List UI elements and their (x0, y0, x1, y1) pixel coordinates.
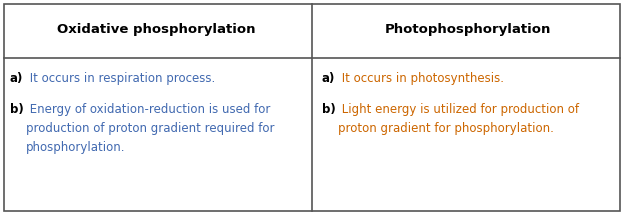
Text: a): a) (10, 72, 23, 85)
Text: b): b) (322, 103, 336, 116)
Text: b): b) (10, 103, 24, 116)
Text: Energy of oxidation-reduction is used for
production of proton gradient required: Energy of oxidation-reduction is used fo… (26, 103, 275, 154)
Text: Oxidative phosphorylation: Oxidative phosphorylation (57, 23, 255, 35)
Text: Photophosphorylation: Photophosphorylation (385, 23, 551, 35)
Text: a): a) (322, 72, 335, 85)
Text: Light energy is utilized for production of
proton gradient for phosphorylation.: Light energy is utilized for production … (338, 103, 579, 135)
Text: It occurs in photosynthesis.: It occurs in photosynthesis. (338, 72, 504, 85)
Text: It occurs in respiration process.: It occurs in respiration process. (26, 72, 215, 85)
